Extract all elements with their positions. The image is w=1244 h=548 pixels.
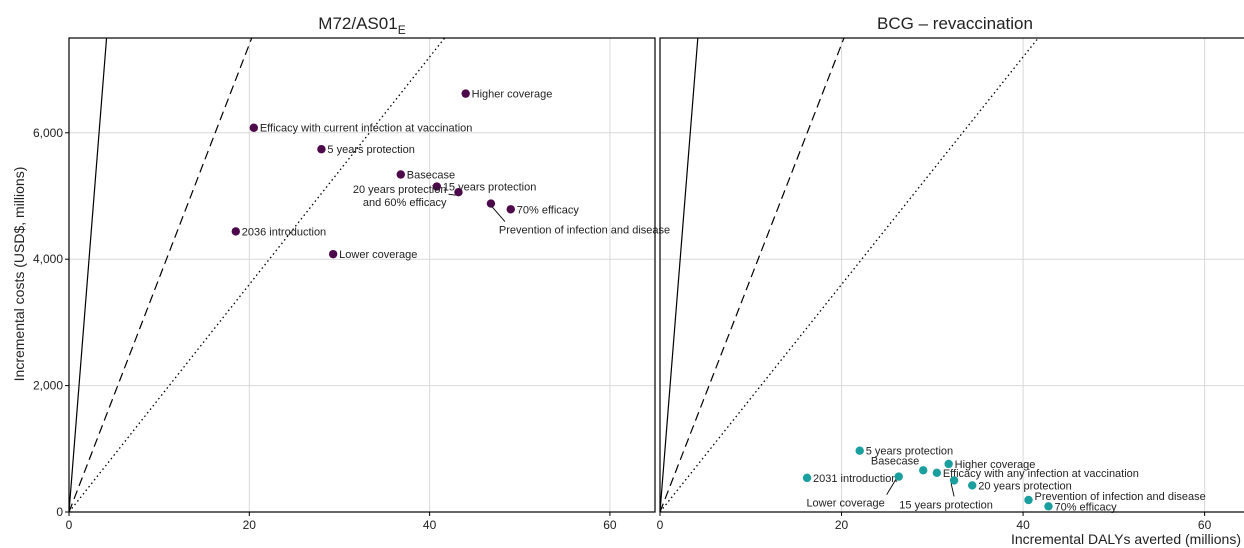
data-point [802, 473, 812, 483]
data-point [328, 249, 338, 259]
y-tick-label: 0 [56, 505, 63, 519]
point-label: Efficacy with any infection at vaccinati… [943, 468, 1139, 480]
threshold-line-dashed [659, 37, 845, 513]
point-label: 15 years protection [899, 499, 993, 511]
threshold-line-dotted [659, 37, 1039, 513]
data-point [231, 227, 240, 236]
x-tick-label: 20 [835, 518, 849, 532]
point-label: Lower coverage [806, 498, 884, 510]
data-point [461, 89, 470, 98]
data-point [1024, 495, 1033, 505]
data-point [855, 446, 864, 455]
threshold-line-solid [659, 37, 699, 513]
point-label: Basecase [871, 455, 919, 467]
point-label: Lower coverage [339, 249, 417, 261]
point-label: Higher coverage [472, 89, 553, 101]
point-label: Higher coverage [955, 459, 1036, 471]
data-point [432, 182, 442, 191]
point-label: Basecase [407, 170, 455, 182]
data-point [949, 476, 959, 485]
x-axis-title: Incremental DALYs averted (millions) [1011, 531, 1241, 547]
panel-title-subscript: E [398, 23, 406, 37]
y-ticks-m72: 0 2,000 4,000 6,000 [33, 126, 69, 519]
point-label: Prevention of infection and disease [499, 225, 670, 237]
x-ticks-bcg: 0 20 40 60 [657, 512, 1212, 532]
threshold-line-solid [68, 37, 108, 513]
data-point [506, 205, 515, 214]
point-label: 2036 introduction [242, 226, 326, 238]
plot-frame-m72 [68, 37, 656, 513]
data-point [317, 145, 326, 154]
x-tick-label: 40 [423, 518, 437, 532]
data-point [894, 472, 903, 481]
threshold-lines-bcg [659, 37, 1039, 513]
data-point [396, 170, 405, 179]
panel-bcg: BCG – revaccination 5 years protectionHi… [657, 14, 1244, 532]
data-point [944, 459, 953, 469]
panel-m72: M72/AS01E Higher coverage Efficacy with c… [33, 14, 670, 532]
x-ticks-m72: 0 20 40 60 [66, 512, 617, 532]
point-label: Efficacy with current infection at vacci… [260, 123, 473, 135]
panel-title-main: M72/AS01 [318, 14, 397, 33]
data-point [932, 468, 942, 478]
point-label: 2031 introduction [813, 473, 897, 485]
x-tick-label: 60 [1198, 518, 1212, 532]
x-tick-label: 60 [603, 518, 617, 532]
label-leader-line [886, 479, 897, 495]
point-label: 5 years protection [327, 144, 414, 156]
point-label: 15 years protection [443, 182, 537, 194]
plot-frame-bcg [659, 37, 1244, 513]
data-point [1044, 502, 1053, 511]
y-tick-label: 4,000 [33, 252, 63, 266]
panel-title-bcg: BCG – revaccination [877, 14, 1033, 33]
x-tick-label: 20 [243, 518, 257, 532]
point-label: 20 years protection and 60% efficacy [353, 184, 447, 209]
label-leader-line [491, 206, 506, 222]
point-label: 70% efficacy [1054, 501, 1117, 513]
grid-bcg [660, 38, 1244, 512]
threshold-lines-m72 [68, 37, 446, 513]
label-leader-line [950, 483, 955, 497]
y-tick-label: 6,000 [33, 126, 63, 140]
points-m72: Higher coverage Efficacy with current inf… [231, 89, 670, 261]
x-tick-label: 40 [1016, 518, 1030, 532]
point-label: 70% efficacy [517, 204, 580, 216]
point-label: 20 years protection [978, 480, 1072, 492]
data-point [454, 188, 463, 197]
y-tick-label: 2,000 [33, 379, 63, 393]
panel-title-m72: M72/AS01E [318, 14, 405, 37]
data-point [919, 466, 928, 475]
data-point [486, 199, 496, 208]
data-point [968, 481, 977, 490]
point-label: Prevention of infection and disease [1035, 491, 1206, 503]
x-tick-label: 0 [657, 518, 664, 532]
grid-m72 [69, 38, 655, 512]
label-leader-line [448, 193, 456, 196]
point-label: 5 years protection [866, 446, 953, 458]
x-tick-label: 0 [66, 518, 73, 532]
threshold-line-dotted [68, 37, 446, 513]
y-axis-title: Incremental costs (USD$, millions) [11, 167, 27, 382]
threshold-line-dashed [68, 37, 253, 513]
data-point [249, 123, 259, 132]
